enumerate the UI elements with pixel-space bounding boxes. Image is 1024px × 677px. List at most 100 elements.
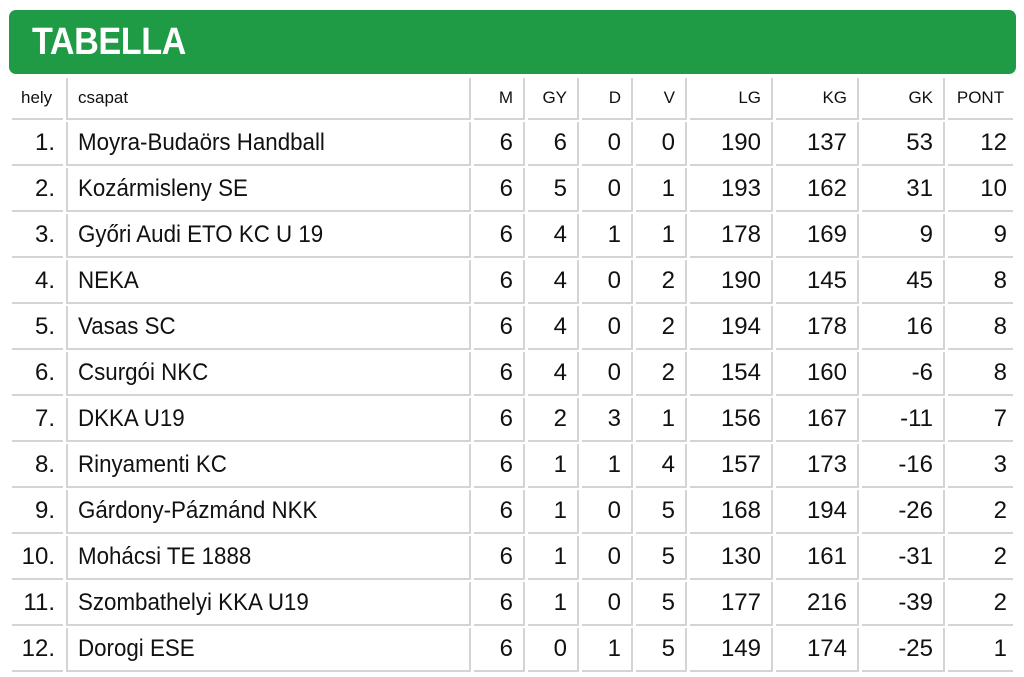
cell-lost: 4 xyxy=(636,444,687,488)
cell-played: 6 xyxy=(474,260,525,304)
cell-rank: 6. xyxy=(12,352,63,396)
cell-lost: 5 xyxy=(636,582,687,626)
cell-team: Moyra-Budaörs Handball xyxy=(66,122,471,166)
standings-table: hely csapat M GY D V LG KG GK PONT 1. Moy… xyxy=(9,76,1016,674)
cell-played: 6 xyxy=(474,306,525,350)
team-name: Vasas SC xyxy=(78,313,176,340)
cell-goals-for: 168 xyxy=(690,490,773,534)
table-row: 2. Kozármisleny SE 6 5 0 1 193 162 31 10 xyxy=(12,168,1013,212)
cell-lost: 5 xyxy=(636,536,687,580)
cell-drawn: 0 xyxy=(582,536,633,580)
cell-rank: 9. xyxy=(12,490,63,534)
cell-goal-diff: -31 xyxy=(862,536,945,580)
cell-goal-diff: -39 xyxy=(862,582,945,626)
table-body: 1. Moyra-Budaörs Handball 6 6 0 0 190 137 53 12 2.… xyxy=(12,122,1013,672)
cell-goal-diff: -25 xyxy=(862,628,945,672)
cell-lost: 5 xyxy=(636,628,687,672)
cell-rank: 5. xyxy=(12,306,63,350)
cell-team: Dorogi ESE xyxy=(66,628,471,672)
column-header-won: GY xyxy=(528,78,579,120)
cell-team: Mohácsi TE 1888 xyxy=(66,536,471,580)
cell-lost: 1 xyxy=(636,214,687,258)
cell-rank: 8. xyxy=(12,444,63,488)
cell-points: 2 xyxy=(948,490,1013,534)
table-row: 1. Moyra-Budaörs Handball 6 6 0 0 190 137 53 12 xyxy=(12,122,1013,166)
cell-team: DKKA U19 xyxy=(66,398,471,442)
cell-drawn: 0 xyxy=(582,582,633,626)
team-name: Kozármisleny SE xyxy=(78,175,248,202)
cell-goal-diff: -26 xyxy=(862,490,945,534)
column-header-goal-diff: GK xyxy=(862,78,945,120)
table-row: 6. Csurgói NKC 6 4 0 2 154 160 -6 8 xyxy=(12,352,1013,396)
cell-won: 4 xyxy=(528,352,579,396)
cell-drawn: 1 xyxy=(582,444,633,488)
team-name: DKKA U19 xyxy=(78,405,185,432)
team-name: Mohácsi TE 1888 xyxy=(78,543,252,570)
table-row: 3. Győri Audi ETO KC U 19 6 4 1 1 178 169 9 9 xyxy=(12,214,1013,258)
table-row: 11. Szombathelyi KKA U19 6 1 0 5 177 216 -39 2 xyxy=(12,582,1013,626)
cell-rank: 3. xyxy=(12,214,63,258)
table-row: 10. Mohácsi TE 1888 6 1 0 5 130 161 -31 2 xyxy=(12,536,1013,580)
table-row: 5. Vasas SC 6 4 0 2 194 178 16 8 xyxy=(12,306,1013,350)
cell-team: Győri Audi ETO KC U 19 xyxy=(66,214,471,258)
cell-goals-for: 157 xyxy=(690,444,773,488)
cell-goals-against: 161 xyxy=(776,536,859,580)
cell-drawn: 0 xyxy=(582,122,633,166)
cell-drawn: 0 xyxy=(582,490,633,534)
column-header-points: PONT xyxy=(948,78,1013,120)
cell-lost: 5 xyxy=(636,490,687,534)
cell-goals-for: 149 xyxy=(690,628,773,672)
cell-points: 1 xyxy=(948,628,1013,672)
cell-drawn: 1 xyxy=(582,214,633,258)
cell-played: 6 xyxy=(474,582,525,626)
cell-drawn: 1 xyxy=(582,628,633,672)
cell-team: Rinyamenti KC xyxy=(66,444,471,488)
team-name: NEKA xyxy=(78,267,139,294)
column-header-team: csapat xyxy=(66,78,471,120)
cell-points: 3 xyxy=(948,444,1013,488)
cell-goals-for: 177 xyxy=(690,582,773,626)
table-row: 4. NEKA 6 4 0 2 190 145 45 8 xyxy=(12,260,1013,304)
cell-played: 6 xyxy=(474,490,525,534)
cell-team: Csurgói NKC xyxy=(66,352,471,396)
team-name: Rinyamenti KC xyxy=(78,451,227,478)
cell-won: 6 xyxy=(528,122,579,166)
cell-goals-against: 162 xyxy=(776,168,859,212)
cell-team: Gárdony-Pázmánd NKK xyxy=(66,490,471,534)
cell-goals-against: 169 xyxy=(776,214,859,258)
cell-points: 8 xyxy=(948,260,1013,304)
cell-goal-diff: 31 xyxy=(862,168,945,212)
cell-won: 1 xyxy=(528,444,579,488)
cell-lost: 2 xyxy=(636,260,687,304)
cell-goals-against: 160 xyxy=(776,352,859,396)
cell-rank: 2. xyxy=(12,168,63,212)
cell-goals-against: 194 xyxy=(776,490,859,534)
cell-won: 0 xyxy=(528,628,579,672)
cell-played: 6 xyxy=(474,628,525,672)
team-name: Moyra-Budaörs Handball xyxy=(78,129,325,156)
cell-rank: 10. xyxy=(12,536,63,580)
column-header-lost: V xyxy=(636,78,687,120)
cell-drawn: 0 xyxy=(582,352,633,396)
cell-played: 6 xyxy=(474,168,525,212)
cell-rank: 7. xyxy=(12,398,63,442)
cell-won: 4 xyxy=(528,214,579,258)
cell-goal-diff: 45 xyxy=(862,260,945,304)
header-row: hely csapat M GY D V LG KG GK PONT xyxy=(12,78,1013,120)
cell-lost: 2 xyxy=(636,352,687,396)
cell-team: NEKA xyxy=(66,260,471,304)
cell-played: 6 xyxy=(474,444,525,488)
cell-goals-for: 190 xyxy=(690,260,773,304)
cell-lost: 0 xyxy=(636,122,687,166)
cell-goal-diff: 53 xyxy=(862,122,945,166)
cell-rank: 4. xyxy=(12,260,63,304)
cell-points: 2 xyxy=(948,582,1013,626)
cell-rank: 1. xyxy=(12,122,63,166)
cell-won: 1 xyxy=(528,490,579,534)
cell-points: 8 xyxy=(948,306,1013,350)
cell-lost: 1 xyxy=(636,168,687,212)
cell-won: 2 xyxy=(528,398,579,442)
cell-goals-for: 156 xyxy=(690,398,773,442)
cell-goal-diff: 9 xyxy=(862,214,945,258)
cell-played: 6 xyxy=(474,214,525,258)
